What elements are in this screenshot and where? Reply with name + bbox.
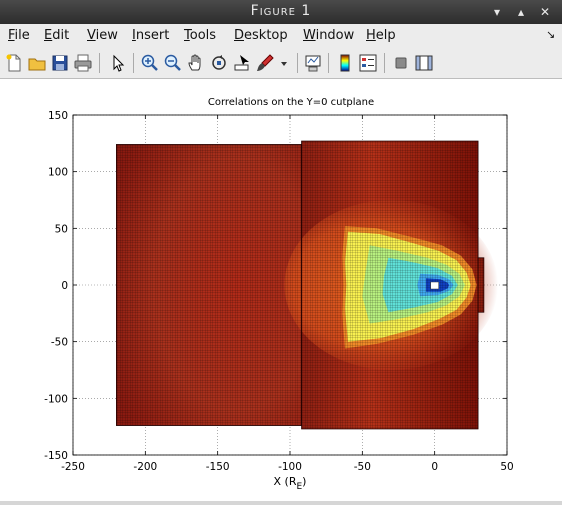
window-titlebar[interactable]: Figure 1 ▾ ▴ ✕ (0, 0, 562, 24)
brush-dropdown-icon[interactable] (279, 53, 289, 73)
print-icon[interactable] (73, 53, 93, 73)
menu-insert[interactable]: Insert (132, 28, 170, 43)
zoom-out-icon[interactable] (163, 53, 183, 73)
x-tick-label: -150 (206, 461, 230, 473)
menu-tools[interactable]: Tools (184, 28, 217, 43)
pan-hand-icon[interactable] (186, 53, 206, 73)
window-title: Figure 1 (250, 3, 312, 19)
show-plot-tools-icon[interactable] (414, 53, 434, 73)
toolbar-separator (133, 53, 134, 73)
dock-figure-icon[interactable]: ↘ (546, 28, 556, 41)
menu-window[interactable]: Window (303, 28, 355, 43)
correlation-plot[interactable]: -250 -200 -150 -100 -50 0 50 150 100 50 0 -50 -100 -1… (0, 79, 562, 501)
earth-marker (430, 281, 439, 290)
close-button[interactable]: ✕ (539, 5, 551, 19)
y-tick-label: -150 (44, 450, 68, 462)
brush-icon[interactable] (255, 53, 275, 73)
cell-mesh (116, 144, 302, 426)
x-tick-label: 50 (500, 461, 513, 473)
hide-plot-tools-icon[interactable] (391, 53, 411, 73)
y-tick-label: 150 (48, 110, 68, 122)
figure-toolbar (0, 48, 562, 79)
maximize-button[interactable]: ▴ (517, 5, 525, 19)
menu-edit[interactable]: Edit (44, 28, 70, 43)
colorbar-icon[interactable] (335, 53, 355, 73)
menu-help[interactable]: Help (366, 28, 396, 43)
menu-file[interactable]: File (8, 28, 30, 43)
menu-desktop[interactable]: Desktop (234, 28, 288, 43)
new-figure-icon[interactable] (4, 53, 24, 73)
chart-title: Correlations on the Y=0 cutplane (208, 97, 374, 108)
toolbar-separator (328, 53, 329, 73)
menu-mnemonic: F (8, 28, 15, 43)
region-outline (477, 257, 485, 313)
legend-icon[interactable] (358, 53, 378, 73)
data-cursor-icon[interactable] (232, 53, 252, 73)
figure-canvas[interactable]: -250 -200 -150 -100 -50 0 50 150 100 50 0 -50 -100 -1… (0, 79, 562, 501)
toolbar-separator (384, 53, 385, 73)
toolbar-separator (99, 53, 100, 73)
chart-root: -250 -200 -150 -100 -50 0 50 150 100 50 0 -50 -100 -1… (44, 97, 514, 492)
menu-mnemonic: I (132, 28, 136, 43)
y-tick-label: -50 (51, 337, 68, 349)
x-tick-label: -100 (278, 461, 302, 473)
y-tick-label: 50 (55, 223, 68, 235)
menu-view[interactable]: View (87, 28, 118, 43)
x-tick-label: -50 (354, 461, 371, 473)
y-tick-label: 0 (61, 280, 68, 292)
toolbar-separator (297, 53, 298, 73)
x-axis-label: X (RE) (274, 475, 307, 492)
y-tick-label: 100 (48, 167, 68, 179)
y-tick-label: -100 (44, 393, 68, 405)
menu-mnemonic: W (303, 28, 316, 43)
x-tick-label: -200 (133, 461, 157, 473)
menu-mnemonic: D (234, 28, 245, 43)
x-tick-label: 0 (431, 461, 438, 473)
cell-mesh (478, 257, 484, 313)
link-plot-icon[interactable] (303, 53, 323, 73)
menu-mnemonic: T (184, 28, 190, 43)
minimize-button[interactable]: ▾ (493, 5, 501, 19)
open-file-icon[interactable] (27, 53, 47, 73)
save-icon[interactable] (50, 53, 70, 73)
zoom-in-icon[interactable] (140, 53, 160, 73)
cell-mesh (301, 141, 479, 429)
select-arrow-icon[interactable] (108, 53, 128, 73)
rotate-3d-icon[interactable] (209, 53, 229, 73)
menu-bar: File Edit View Insert Tools Desktop Wind… (0, 24, 562, 49)
menu-mnemonic: V (87, 28, 96, 43)
x-tick-label: -250 (61, 461, 85, 473)
menu-mnemonic: H (366, 28, 376, 43)
menu-mnemonic: E (44, 28, 53, 43)
